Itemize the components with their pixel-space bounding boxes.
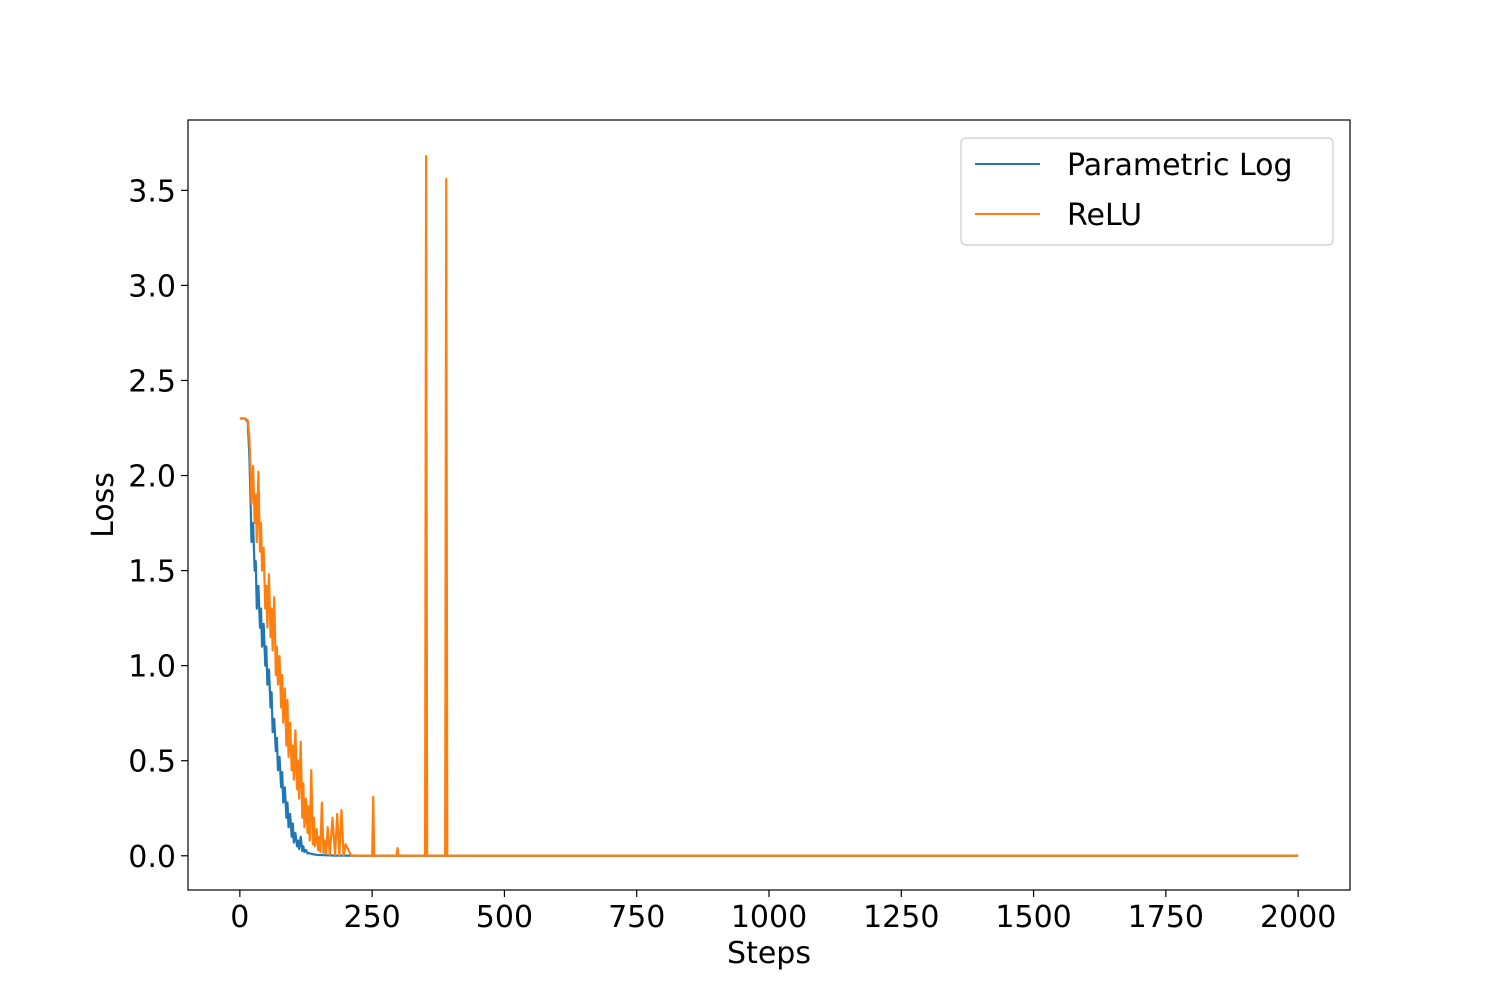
- x-tick-label: 1500: [995, 900, 1071, 935]
- y-tick-label: 0.0: [128, 840, 176, 875]
- legend-box: [960, 137, 1334, 246]
- x-tick-label: 2000: [1260, 900, 1336, 935]
- plot-area: [188, 120, 1350, 890]
- legend-label-parametric-log: Parametric Log: [1067, 148, 1293, 183]
- series-line-relu: [239, 155, 1299, 857]
- y-tick-label: 1.5: [128, 555, 176, 590]
- x-tick-label: 500: [476, 900, 533, 935]
- x-tick-label: 250: [344, 900, 401, 935]
- x-tick-label: 0: [230, 900, 249, 935]
- x-tick-label: 1250: [863, 900, 939, 935]
- y-tick-label: 3.0: [128, 269, 176, 304]
- y-tick-label: 2.5: [128, 364, 176, 399]
- y-tick-label: 2.0: [128, 460, 176, 495]
- y-tick-label: 0.5: [128, 745, 176, 780]
- legend-label-relu: ReLU: [1067, 198, 1142, 233]
- x-axis-ticks: 0 250 500 750 1000 1250 1500 1750 2000: [230, 890, 1336, 935]
- x-tick-label: 1750: [1128, 900, 1204, 935]
- y-tick-label: 1.0: [128, 650, 176, 685]
- y-axis-label: Loss: [86, 472, 121, 538]
- legend: Parametric Log ReLU: [960, 137, 1334, 246]
- series-layer: [239, 155, 1299, 857]
- x-tick-label: 750: [608, 900, 665, 935]
- x-tick-label: 1000: [731, 900, 807, 935]
- x-axis-label: Steps: [727, 936, 811, 971]
- y-axis-ticks: 0.0 0.5 1.0 1.5 2.0 2.5 3.0 3.5: [128, 174, 188, 875]
- y-tick-label: 3.5: [128, 174, 176, 209]
